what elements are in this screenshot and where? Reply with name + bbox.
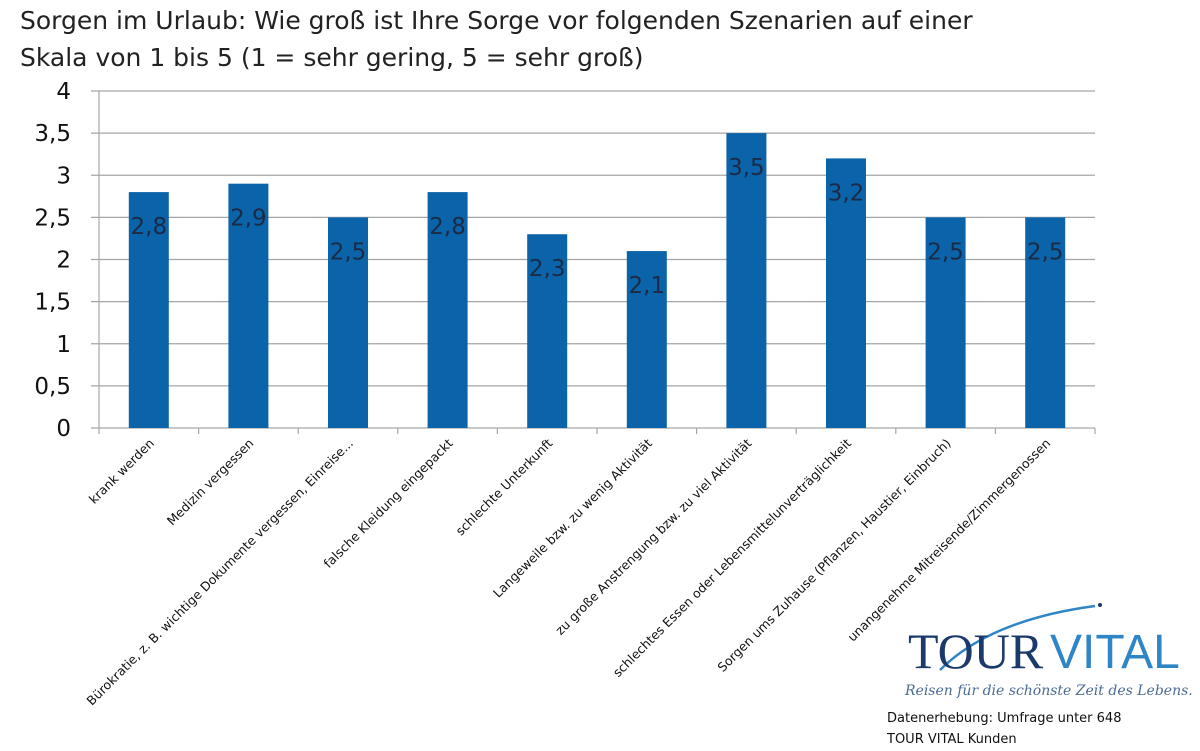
tourvital-logo: TOUR VITAL: [908, 603, 1180, 679]
data-label: 2,5: [1027, 239, 1064, 265]
y-tick-label: 1,5: [34, 290, 71, 316]
bar: [726, 133, 767, 428]
data-label: 2,8: [429, 214, 466, 240]
x-category-label: Langeweile bzw. zu wenig Aktivität: [490, 435, 655, 600]
x-category-label: Medizin vergessen: [164, 436, 257, 529]
bar: [228, 183, 269, 428]
y-tick-label: 3: [56, 163, 71, 189]
data-label: 2,9: [230, 206, 267, 232]
y-tick-label: 2: [56, 248, 71, 274]
bar: [328, 217, 368, 428]
y-tick-label: 1: [56, 332, 71, 358]
x-category-label: zu große Anstrengung bzw. zu viel Aktivi…: [552, 435, 754, 637]
data-label: 2,5: [927, 239, 964, 265]
bar: [925, 217, 966, 428]
logo-swoosh: [939, 604, 1096, 671]
y-tick-label: 2,5: [34, 205, 71, 231]
x-category-label: krank werden: [86, 436, 157, 507]
logo-tagline: Reisen für die schönste Zeit des Lebens.: [905, 683, 1193, 699]
data-label: 2,8: [131, 214, 168, 240]
x-category-label: schlechtes Essen oder Lebensmittelunvert…: [610, 435, 854, 679]
logo-dot: [1098, 603, 1102, 607]
logo-text-vital: VITAL: [1050, 626, 1180, 679]
chart-title-line-2: Skala von 1 bis 5 (1 = sehr gering, 5 = …: [20, 43, 644, 72]
bar: [826, 158, 866, 428]
y-tick-label: 3,5: [34, 121, 71, 147]
y-tick-label: 0,5: [34, 374, 71, 400]
data-label: 2,3: [529, 256, 566, 282]
chart-title-line-1: Sorgen im Urlaub: Wie groß ist Ihre Sorg…: [20, 6, 973, 35]
y-tick-label: 0: [56, 416, 71, 442]
logo-text-tour: TOUR: [908, 623, 1044, 679]
data-label: 2,1: [629, 273, 666, 299]
bar: [427, 192, 468, 428]
x-category-label: schlechte Unterkunft: [452, 435, 555, 538]
bar: [128, 192, 169, 428]
data-label: 3,5: [728, 155, 765, 181]
chart-title: Sorgen im Urlaub: Wie groß ist Ihre Sorg…: [20, 2, 973, 76]
source-note: Datenerhebung: Umfrage unter 648 TOUR VI…: [887, 708, 1121, 750]
bar: [527, 234, 568, 428]
bar: [626, 251, 667, 428]
data-label: 3,2: [828, 180, 865, 206]
data-label: 2,5: [330, 239, 367, 265]
y-tick-label: 4: [56, 79, 71, 105]
bar: [1025, 217, 1066, 428]
source-line-2: TOUR VITAL Kunden: [887, 732, 1017, 747]
source-line-1: Datenerhebung: Umfrage unter 648: [887, 711, 1122, 726]
